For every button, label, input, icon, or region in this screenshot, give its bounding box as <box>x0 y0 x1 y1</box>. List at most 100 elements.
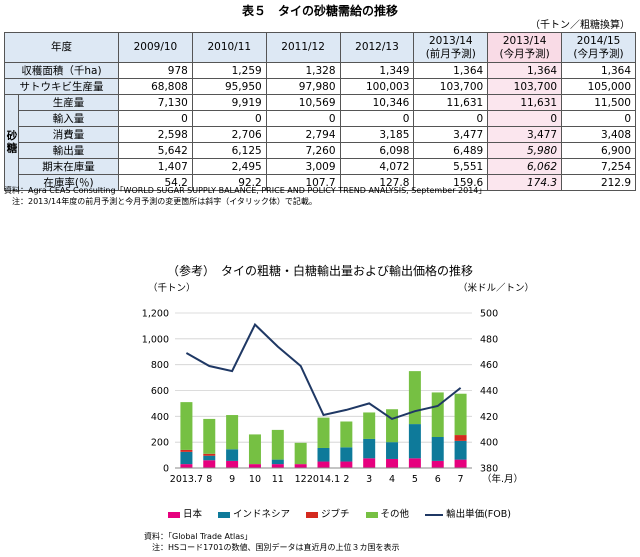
table-cell: 1,364 <box>487 62 563 79</box>
legend-item: その他 <box>365 506 410 520</box>
header-col: 2010/11 <box>191 32 267 63</box>
table-cell: 7,260 <box>265 142 341 159</box>
table-cell: 3,009 <box>265 158 341 175</box>
bar-segment <box>386 458 399 468</box>
bar-segment <box>226 460 239 468</box>
bar-segment <box>180 449 193 452</box>
x-tick-label: 4 <box>389 474 395 485</box>
table-cell: 1,407 <box>118 158 193 175</box>
row-label: 期末在庫量 <box>18 158 119 175</box>
table-cell: 2,794 <box>265 126 341 143</box>
header-col: 2009/10 <box>118 32 193 63</box>
table-cell: 5,551 <box>413 158 489 175</box>
price-line <box>185 322 462 421</box>
y-right-tick-label: 400 <box>480 438 498 449</box>
y-right-tick-label: 420 <box>480 412 498 423</box>
y-right-tick-label: 440 <box>480 386 498 397</box>
table-row: 消費量 2,598 2,706 2,794 3,185 3,477 3,477 3,408 <box>5 126 636 143</box>
bar-segment <box>408 424 421 459</box>
legend-item: ジブチ <box>306 506 350 520</box>
table-cell: 11,631 <box>487 94 563 111</box>
table-row: 輸出量 5,642 6,125 7,260 6,098 6,489 5,980 6,900 <box>5 142 636 159</box>
y-right-tick-label: 480 <box>480 334 498 345</box>
table-cell: 10,346 <box>339 94 415 111</box>
bar-segment <box>317 447 330 462</box>
table-cell: 1,328 <box>265 62 341 79</box>
header-year: 年度 <box>4 32 119 63</box>
legend-label: その他 <box>380 509 410 520</box>
y-tick-label: 1,200 <box>142 309 169 320</box>
table-row: 在庫率(％) 54.2 92.2 107.7 127.8 159.6 174.3 212.9 <box>5 174 636 191</box>
bar-segment <box>363 438 376 459</box>
table-cell: 103,700 <box>413 78 489 95</box>
bar-segment <box>226 449 239 461</box>
bar-segment <box>431 437 444 461</box>
bar-segment <box>271 429 284 460</box>
table-cell: 0 <box>191 110 267 127</box>
table-cell: 103,700 <box>487 78 563 95</box>
table-cell: 5,642 <box>118 142 193 159</box>
table-cell: 3,185 <box>339 126 415 143</box>
export-chart: 02004006008001,0001,20038040042044046048… <box>142 282 534 485</box>
bar-segment <box>294 464 307 468</box>
row-label: 生産量 <box>18 94 119 111</box>
bar-segment <box>180 464 193 468</box>
chart-source-note: 資料：「Global Trade Atlas」 <box>144 532 253 541</box>
y-axis-label: （千トン） <box>148 282 196 294</box>
table-row: 輸入量 0 0 0 0 0 0 0 <box>5 110 636 127</box>
table-row: 砂糖 生産量 7,130 9,919 10,569 10,346 11,631 11,631 1… <box>4 94 636 191</box>
bar-segment <box>340 421 353 448</box>
row-label: サトウキビ生産量 <box>4 78 119 95</box>
bar-segment <box>454 440 467 460</box>
bar-segment <box>180 451 193 465</box>
bar-segment <box>203 418 216 454</box>
bar-segment <box>363 458 376 468</box>
x-tick-label: 11 <box>272 474 284 485</box>
bar-segment <box>248 434 261 465</box>
chart-legend: 日本 インドネシア ジブチ その他 輸出単価(FOB) <box>168 506 527 520</box>
table-header-row: 年度 2009/10 2010/11 2011/12 2012/13 2013/… <box>4 32 636 63</box>
table-cell: 95,950 <box>191 78 267 95</box>
group-label: 砂糖 <box>4 94 19 191</box>
table-title: 表５ タイの砂糖需給の推移 <box>241 4 398 18</box>
header-col: 2011/12 <box>265 32 341 63</box>
y-tick-label: 600 <box>151 386 169 397</box>
bar-segment <box>180 402 193 450</box>
table-source-note: 資料：Agra CEAS Consulting「WORLD SUGAR SUPP… <box>4 186 487 195</box>
table-cell: 107.7 <box>265 174 341 191</box>
table-cell: 9,919 <box>191 94 267 111</box>
bar-segment <box>454 435 467 441</box>
y-tick-label: 200 <box>151 438 169 449</box>
legend-label: 日本 <box>183 509 203 520</box>
table-cell: 7,254 <box>561 158 636 175</box>
x-axis-label: （年.月） <box>482 473 523 485</box>
table-cell: 6,900 <box>561 142 636 159</box>
y-tick-label: 800 <box>151 360 169 371</box>
table-cell: 0 <box>339 110 415 127</box>
legend-line <box>425 513 444 516</box>
row-label: 消費量 <box>18 126 119 143</box>
table-cell: 978 <box>118 62 193 79</box>
bar-segment <box>386 442 399 459</box>
legend-item: 輸出単価(FOB) <box>425 506 511 520</box>
table-footnote: 注：2013/14年度の前月予測と今月予測の変更箇所は斜字（イタリック体）で記載… <box>4 197 317 206</box>
table-cell: 54.2 <box>118 174 193 191</box>
y-tick-label: 400 <box>151 412 169 423</box>
y-right-tick-label: 500 <box>480 309 498 320</box>
table-row: 期末在庫量 1,407 2,495 3,009 4,072 5,551 6,062 7,254 <box>5 158 636 175</box>
table-cell: 6,125 <box>191 142 267 159</box>
table-cell: 92.2 <box>191 174 267 191</box>
table-cell: 1,349 <box>339 62 415 79</box>
bar-segment <box>294 442 307 465</box>
legend-item: 日本 <box>168 506 202 520</box>
bar-segment <box>203 455 216 461</box>
bar-segment <box>340 447 353 462</box>
table-cell: 159.6 <box>413 174 489 191</box>
header-col: 2013/14 (今月予測) <box>487 32 563 63</box>
row-label: 収穫面積（千ha) <box>4 62 119 79</box>
bar-segment <box>431 460 444 468</box>
header-col: 2012/13 <box>339 32 415 63</box>
x-tick-label: 6 <box>435 474 441 485</box>
table-cell: 100,003 <box>339 78 415 95</box>
table-cell: 4,072 <box>339 158 415 175</box>
